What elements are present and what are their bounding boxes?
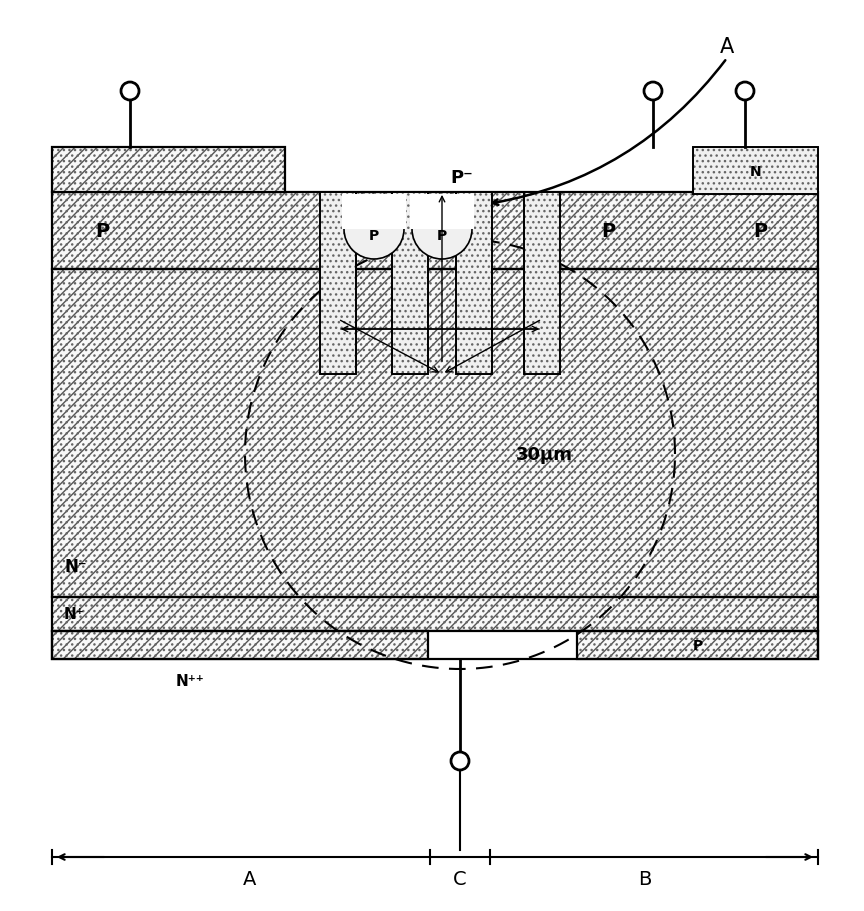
- Text: B: B: [638, 869, 651, 888]
- Bar: [410, 195, 474, 230]
- Bar: [52, 598, 818, 631]
- Bar: [428, 631, 577, 660]
- Text: P: P: [437, 229, 448, 242]
- Bar: [577, 631, 818, 660]
- Bar: [693, 148, 818, 195]
- Bar: [52, 631, 428, 660]
- Circle shape: [451, 752, 469, 770]
- Bar: [320, 193, 356, 374]
- Bar: [524, 193, 560, 374]
- Bar: [52, 631, 428, 660]
- Text: A: A: [720, 37, 734, 57]
- Bar: [342, 195, 406, 230]
- Bar: [52, 193, 818, 270]
- Text: P: P: [95, 221, 109, 241]
- Bar: [392, 193, 428, 374]
- Text: N: N: [750, 164, 761, 179]
- Bar: [52, 270, 818, 598]
- Bar: [52, 270, 818, 598]
- Bar: [456, 193, 492, 374]
- Text: P: P: [601, 221, 615, 241]
- Bar: [52, 270, 818, 598]
- Bar: [52, 193, 818, 270]
- Ellipse shape: [412, 200, 472, 260]
- Bar: [392, 193, 428, 374]
- Bar: [524, 193, 560, 374]
- Circle shape: [644, 83, 662, 101]
- Bar: [693, 148, 818, 195]
- Text: P⁻: P⁻: [451, 169, 473, 187]
- Ellipse shape: [344, 200, 404, 260]
- Text: A: A: [244, 869, 257, 888]
- Bar: [320, 193, 356, 374]
- Bar: [577, 631, 818, 660]
- Bar: [456, 193, 492, 374]
- Text: 30μm: 30μm: [516, 445, 573, 464]
- Bar: [52, 631, 818, 660]
- Bar: [52, 148, 285, 193]
- Text: P: P: [369, 229, 379, 242]
- Text: N⁻: N⁻: [64, 558, 86, 576]
- Bar: [577, 631, 818, 660]
- Text: P: P: [753, 221, 767, 241]
- Bar: [52, 631, 428, 660]
- Bar: [52, 193, 818, 270]
- Bar: [52, 148, 285, 193]
- Bar: [52, 598, 818, 631]
- Circle shape: [121, 83, 139, 101]
- Bar: [52, 598, 818, 631]
- Text: N⁺: N⁺: [64, 607, 85, 621]
- Bar: [52, 148, 285, 193]
- Text: P: P: [693, 639, 703, 652]
- Circle shape: [736, 83, 754, 101]
- Text: N⁺⁺: N⁺⁺: [175, 674, 205, 689]
- Text: C: C: [454, 869, 467, 888]
